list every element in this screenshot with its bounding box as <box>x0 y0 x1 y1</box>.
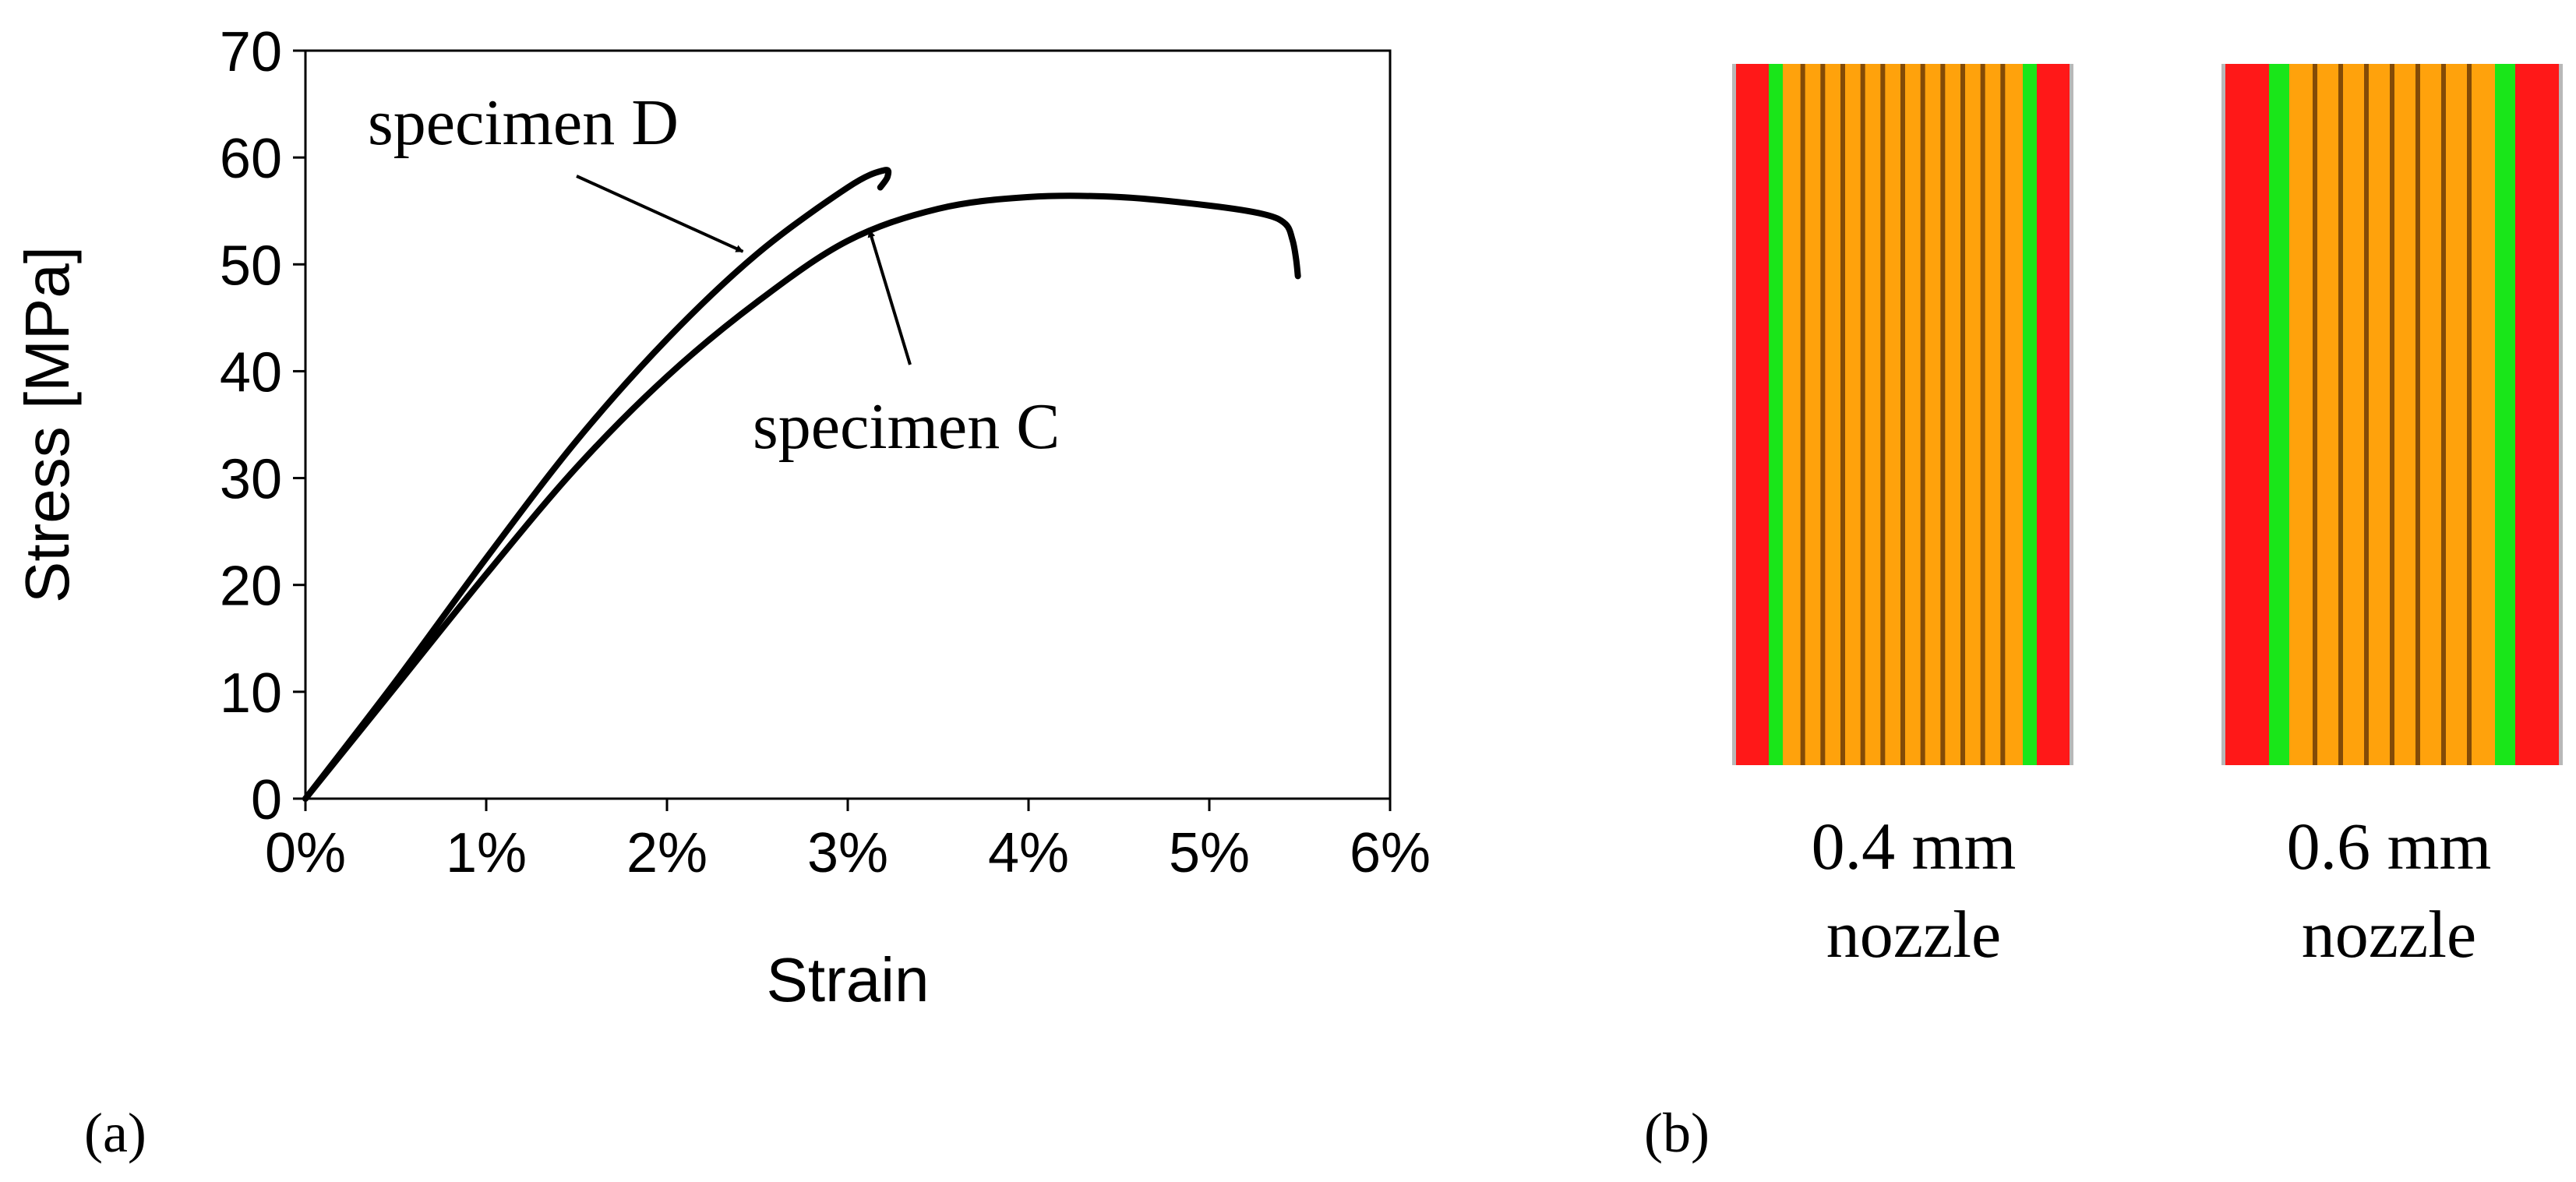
infill-seam <box>1880 64 1886 765</box>
annotation-specimen-c-label: specimen C <box>753 390 1060 463</box>
stress-strain-chart: 0% 1% 2% 3% 4% 5% 6% 0 10 20 30 40 50 60 70 specimen … <box>12 21 1431 1014</box>
x-tick-label: 3% <box>807 822 888 884</box>
series-specimen-c-line <box>302 192 1301 802</box>
nozzle-0-4mm-image <box>1732 64 2073 765</box>
infill-seam <box>2467 64 2472 765</box>
plot-area <box>304 49 1392 800</box>
contour-right <box>2495 64 2515 765</box>
caption-nozzle-0-6mm-line2: nozzle <box>2302 897 2476 972</box>
infill-seam <box>1940 64 1946 765</box>
contour-left <box>2269 64 2289 765</box>
caption-nozzle-0-6mm-line1: 0.6 mm <box>2287 809 2492 884</box>
infill-seam <box>2000 64 2006 765</box>
outer-perimeter-right <box>2515 64 2559 765</box>
x-tick-label: 1% <box>446 822 527 884</box>
x-tick-label: 4% <box>988 822 1069 884</box>
infill-seam <box>2313 64 2317 765</box>
y-tick-label: 30 <box>220 449 282 511</box>
infill-seam <box>1960 64 1965 765</box>
outer-perimeter-right <box>2037 64 2070 765</box>
nozzle-0-6mm-image <box>2221 64 2563 765</box>
y-tick-label: 70 <box>220 21 282 83</box>
outer-perimeter-left <box>2225 64 2269 765</box>
y-axis-label: Stress [MPa] <box>12 246 82 603</box>
x-tick-label: 6% <box>1350 822 1431 884</box>
infill-seam <box>1980 64 1985 765</box>
series-specimen-d-line <box>302 167 892 802</box>
y-axis-ticks: 0 10 20 30 40 50 60 70 <box>220 21 305 831</box>
infill-seam <box>1900 64 1905 765</box>
x-axis-ticks: 0% 1% 2% 3% 4% 5% 6% <box>265 799 1431 884</box>
infill-seam <box>1840 64 1845 765</box>
infill-seam <box>1820 64 1826 765</box>
panel-label-b: (b) <box>1644 1102 1710 1164</box>
caption-nozzle-0-4mm-line1: 0.4 mm <box>1812 809 2017 884</box>
y-tick-label: 60 <box>220 128 282 190</box>
panel-label-a: (a) <box>84 1102 146 1164</box>
x-axis-label: Strain <box>767 945 930 1014</box>
annotation-specimen-d-arrow <box>576 175 744 253</box>
x-tick-label: 5% <box>1169 822 1250 884</box>
series-layer <box>302 167 1301 802</box>
infill-seam <box>2441 64 2446 765</box>
contour-right <box>2023 64 2037 765</box>
contour-left <box>1769 64 1783 765</box>
annotation-specimen-d-label: specimen D <box>368 86 679 159</box>
x-tick-label: 0% <box>265 822 346 884</box>
y-tick-label: 10 <box>220 662 282 725</box>
y-tick-label: 0 <box>251 769 282 831</box>
infill-seam <box>2390 64 2394 765</box>
infill-seam <box>2338 64 2343 765</box>
x-tick-label: 2% <box>626 822 708 884</box>
outer-perimeter-left <box>1736 64 1769 765</box>
annotation-specimen-c-arrow <box>867 229 912 365</box>
infill-seam <box>2415 64 2420 765</box>
nozzle-image-panel: 0.4 mm nozzle 0.6 mm nozzle <box>1732 64 2563 972</box>
infill-seam <box>1800 64 1805 765</box>
infill-seam <box>2364 64 2369 765</box>
infill-seam <box>1860 64 1865 765</box>
y-tick-label: 40 <box>220 341 282 404</box>
infill-seam <box>1920 64 1925 765</box>
y-tick-label: 50 <box>220 235 282 297</box>
caption-nozzle-0-4mm-line2: nozzle <box>1826 897 2001 972</box>
y-tick-label: 20 <box>220 556 282 618</box>
